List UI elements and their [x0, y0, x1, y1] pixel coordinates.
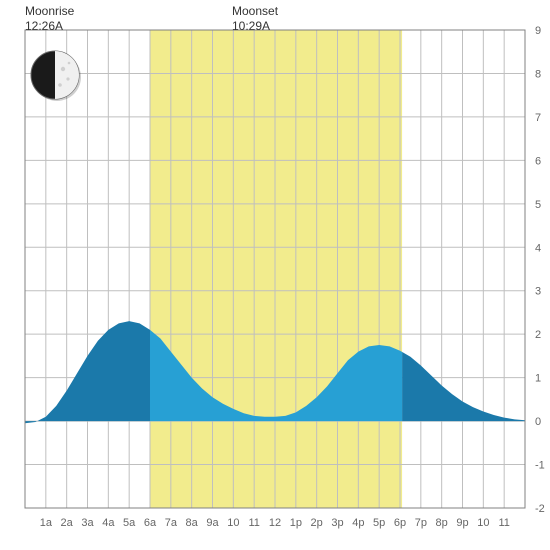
y-tick-label: 1	[535, 373, 541, 385]
y-tick-label: 5	[535, 199, 541, 211]
x-tick-label: 9p	[456, 517, 468, 529]
x-tick-label: 1p	[290, 517, 302, 529]
y-tick-label: 2	[535, 329, 541, 341]
moonrise-key: Moonrise	[25, 4, 74, 18]
moonrise-label: Moonrise 12:26A	[25, 4, 74, 34]
x-tick-label: 8a	[186, 517, 199, 529]
x-tick-label: 8p	[436, 517, 448, 529]
x-tick-label: 4p	[352, 517, 364, 529]
moonset-value: 10:29A	[232, 19, 270, 33]
x-tick-label: 1a	[40, 517, 53, 529]
x-tick-label: 2p	[311, 517, 323, 529]
x-tick-label: 11	[248, 517, 259, 529]
x-tick-label: 11	[498, 517, 509, 529]
x-tick-label: 7p	[415, 517, 427, 529]
x-tick-label: 10	[477, 517, 489, 529]
x-tick-label: 6p	[394, 517, 406, 529]
x-tick-label: 5a	[123, 517, 136, 529]
x-tick-label: 3a	[81, 517, 94, 529]
x-tick-label: 10	[227, 517, 239, 529]
y-tick-label: 7	[535, 112, 541, 124]
x-tick-label: 4a	[102, 517, 115, 529]
x-tick-label: 2a	[61, 517, 74, 529]
y-tick-label: 4	[535, 242, 541, 254]
y-tick-label: -1	[535, 460, 545, 472]
x-tick-label: 3p	[331, 517, 343, 529]
daylight-band	[150, 30, 402, 508]
tide-chart: Moonrise 12:26A Moonset 10:29A -2-101234…	[0, 0, 550, 550]
moonset-label: Moonset 10:29A	[232, 4, 278, 34]
moonrise-value: 12:26A	[25, 19, 63, 33]
y-tick-label: 6	[535, 155, 541, 167]
y-tick-label: 0	[535, 416, 541, 428]
y-tick-label: 3	[535, 286, 541, 298]
x-tick-label: 5p	[373, 517, 385, 529]
x-tick-label: 6a	[144, 517, 157, 529]
x-tick-label: 7a	[165, 517, 178, 529]
y-tick-label: -2	[535, 503, 545, 515]
y-tick-label: 9	[535, 25, 541, 37]
moonset-key: Moonset	[232, 4, 278, 18]
chart-canvas: -2-101234567891a2a3a4a5a6a7a8a9a1011121p…	[0, 0, 550, 550]
x-tick-label: 9a	[206, 517, 219, 529]
x-tick-label: 12	[269, 517, 281, 529]
y-tick-label: 8	[535, 68, 541, 80]
